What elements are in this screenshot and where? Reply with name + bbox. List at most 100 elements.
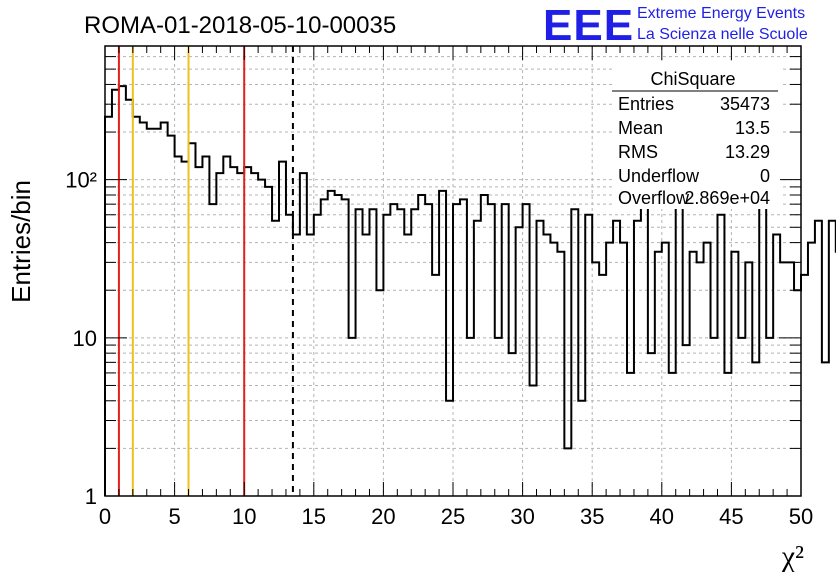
histogram-bin — [564, 448, 571, 496]
histogram-bin — [390, 204, 397, 496]
histogram-bin — [439, 191, 446, 496]
histogram-bin — [759, 204, 766, 496]
histogram-bin — [279, 162, 286, 496]
histogram-bin — [258, 180, 265, 496]
histogram-bin — [641, 204, 648, 496]
y-axis-label: Entries/bin — [6, 180, 36, 303]
histogram-bin — [662, 243, 669, 496]
histogram-bin — [676, 204, 683, 496]
histogram-bin — [453, 204, 460, 496]
axis-ticks: 0 5 10 15 20 25 30 35 40 45 50 1 10 10² — [65, 45, 813, 529]
histogram-bin — [411, 209, 418, 496]
histogram-bin — [467, 338, 474, 496]
histogram-bin — [119, 86, 126, 496]
histogram-bin — [404, 235, 411, 496]
histogram-bin — [495, 338, 502, 496]
histogram-bin — [446, 401, 453, 496]
x-tick-label: 45 — [719, 504, 743, 529]
histogram-bin — [383, 215, 390, 496]
histogram-bin — [460, 199, 467, 496]
histogram-bin — [620, 243, 627, 496]
histogram-bin — [251, 173, 258, 496]
stats-box: ChiSquare Entries 35473 Mean 13.5 RMS 13… — [612, 63, 780, 209]
histogram-bin — [738, 338, 745, 496]
histogram-bin — [550, 243, 557, 496]
stats-value-overflow: 2.869e+04 — [684, 188, 770, 208]
histogram-bin — [244, 167, 251, 496]
histogram-bin — [168, 136, 175, 496]
histogram-bin — [578, 401, 585, 496]
histogram-bin — [502, 204, 509, 496]
histogram-bin — [571, 209, 578, 496]
histogram-bin — [731, 252, 738, 496]
histogram-bin — [822, 362, 829, 496]
histogram-bin — [161, 122, 168, 496]
histogram-bin — [321, 199, 328, 496]
histogram-bin — [230, 167, 237, 496]
histogram-bin — [202, 157, 209, 496]
histogram-series — [104, 85, 836, 496]
histogram-bin — [509, 353, 516, 496]
histogram-bin — [787, 262, 794, 496]
histogram-bin — [376, 290, 383, 496]
x-axis-label: χ² — [781, 540, 804, 572]
histogram-bin — [195, 167, 202, 496]
marker-lines — [117, 46, 294, 496]
histogram-bin — [223, 157, 230, 496]
histogram-bin — [307, 235, 314, 496]
histogram-bin — [627, 373, 634, 496]
histogram-bin — [342, 199, 349, 496]
histogram-bin — [432, 275, 439, 496]
histogram-bin — [182, 162, 189, 496]
x-tick-label: 0 — [99, 504, 111, 529]
histogram-bin — [189, 143, 196, 496]
histogram-bin — [537, 221, 544, 496]
histogram-bin — [328, 191, 335, 496]
stats-label-overflow: Overflow — [618, 188, 690, 208]
histogram-bin — [397, 209, 404, 496]
histogram-bin — [724, 373, 731, 496]
histogram-bin — [481, 195, 488, 496]
y-tick-label: 1 — [85, 484, 97, 509]
x-tick-label: 15 — [302, 504, 326, 529]
histogram-bin — [634, 221, 641, 496]
histogram-bin — [140, 122, 147, 496]
histogram-bin — [704, 243, 711, 496]
histogram-bin — [335, 195, 342, 496]
histogram-bin — [801, 275, 808, 496]
histogram-bin — [690, 252, 697, 496]
x-tick-label: 40 — [650, 504, 674, 529]
histogram-bin — [752, 362, 759, 496]
histogram-bin — [599, 275, 606, 496]
stats-label-entries: Entries — [618, 94, 674, 114]
histogram-bin — [592, 262, 599, 496]
histogram-bin — [780, 262, 787, 496]
histogram-bin — [154, 129, 161, 496]
histogram-bin — [815, 221, 822, 496]
stats-label-rms: RMS — [618, 142, 658, 162]
histogram-bin — [349, 338, 356, 496]
x-tick-label: 30 — [510, 504, 534, 529]
histogram-bin — [557, 252, 564, 496]
histogram-bin — [745, 262, 752, 496]
stats-value-mean: 13.5 — [735, 118, 770, 138]
histogram-bin — [300, 173, 307, 496]
y-tick-label: 10² — [65, 168, 97, 193]
histogram-bin — [655, 252, 662, 496]
stats-title: ChiSquare — [650, 69, 735, 89]
histogram-bin — [683, 345, 690, 496]
histogram-bin — [613, 221, 620, 496]
histogram-bin — [133, 117, 140, 496]
histogram-bin — [293, 235, 300, 496]
histogram-outline — [104, 85, 836, 496]
histogram-bin — [766, 338, 773, 496]
histogram-bin — [530, 385, 537, 496]
histogram-bin — [717, 215, 724, 496]
histogram-bin — [147, 129, 154, 496]
histogram-bin — [606, 243, 613, 496]
stats-value-entries: 35473 — [720, 94, 770, 114]
histogram-bin — [112, 90, 119, 496]
stats-label-mean: Mean — [618, 118, 663, 138]
histogram-bin — [648, 353, 655, 496]
x-tick-label: 35 — [580, 504, 604, 529]
